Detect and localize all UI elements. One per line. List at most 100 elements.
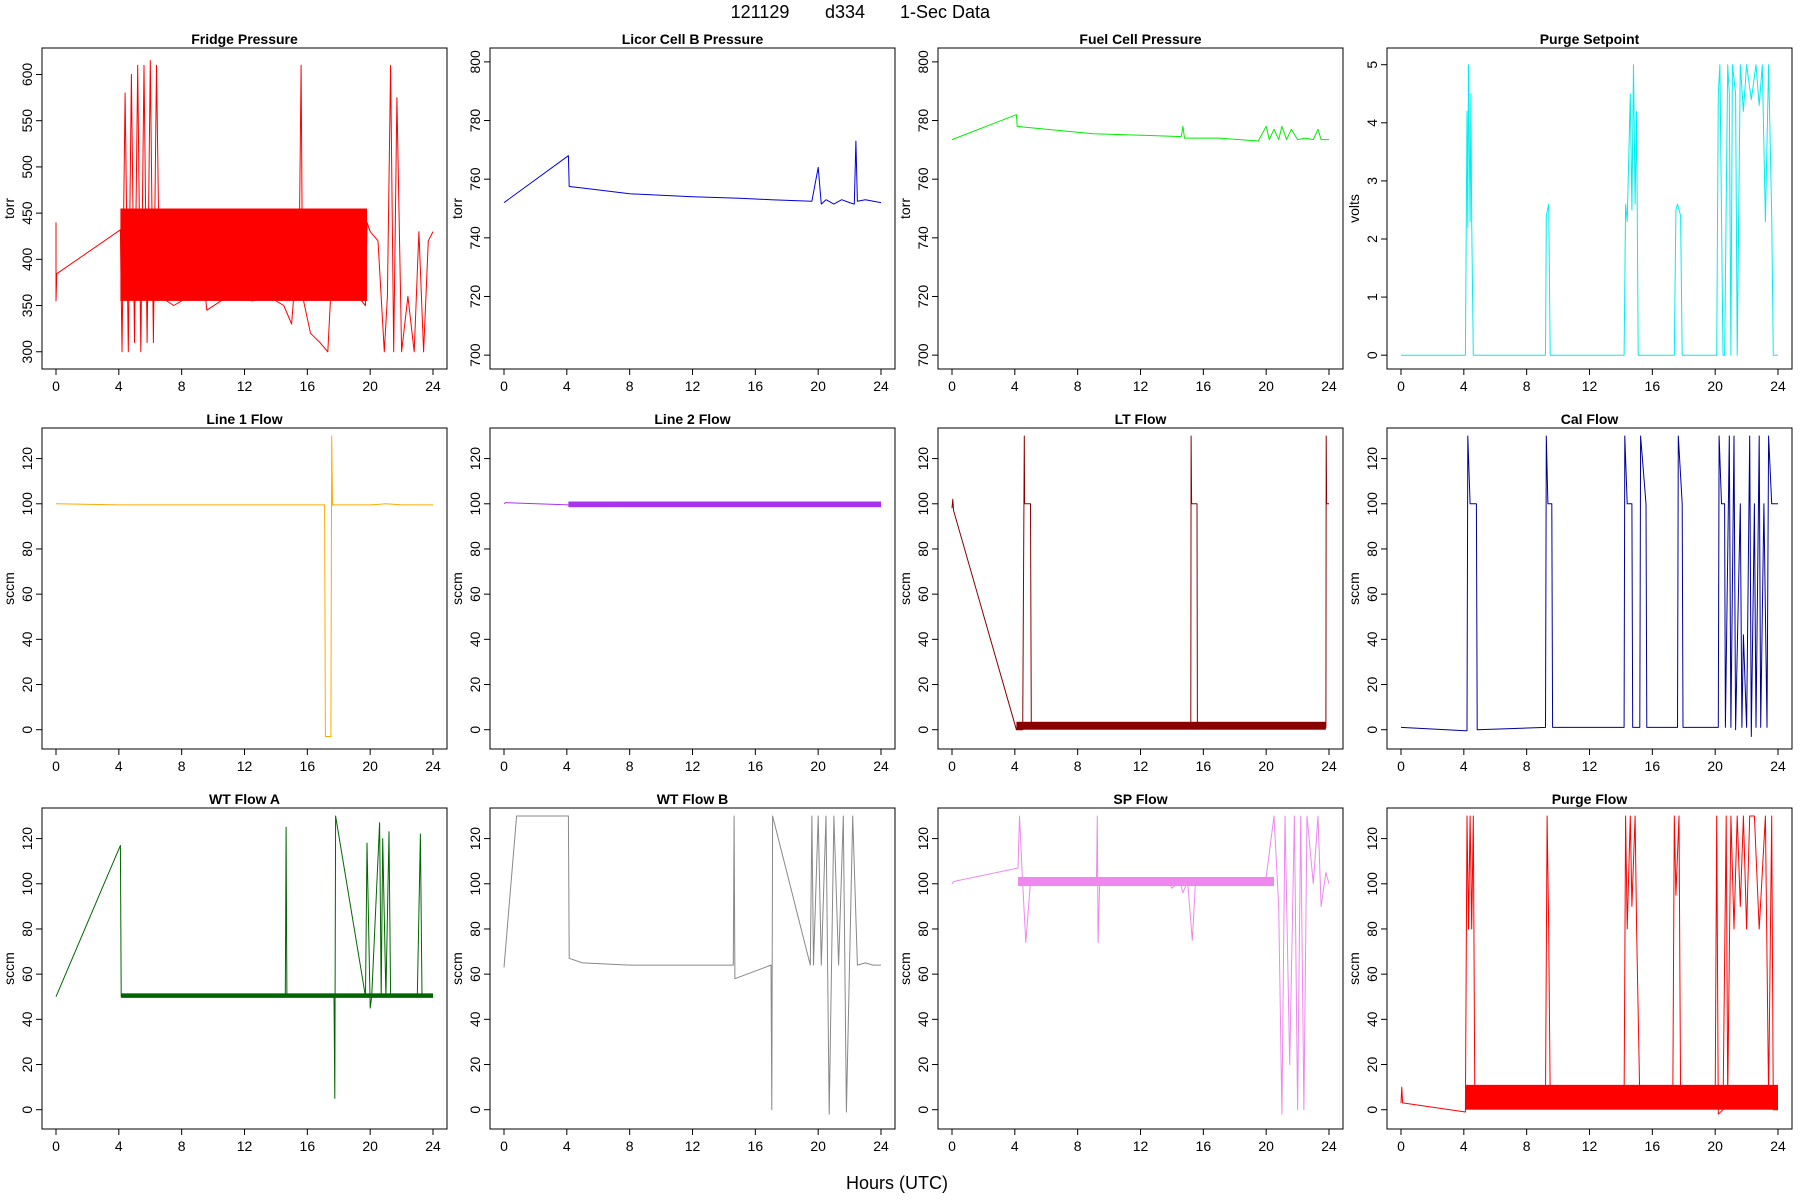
licor-cell-b-pressure-ytick-label-760: 760	[467, 167, 483, 191]
cal-flow-ytick-label-60: 60	[1364, 586, 1380, 602]
line-2-flow-xtick-label-24: 24	[873, 758, 889, 774]
licor-cell-b-pressure-axis-box	[489, 47, 896, 370]
sp-flow-series-line	[951, 815, 1330, 1115]
sp-flow-xtick-label-24: 24	[1321, 1138, 1337, 1154]
lt-flow-ylabel: sccm	[897, 572, 913, 605]
fridge-pressure-ytick-label-400: 400	[19, 247, 35, 271]
sp-flow-ytick-label-100: 100	[915, 872, 931, 896]
purge-setpoint-ytick-label-5: 5	[1364, 61, 1380, 69]
fuel-cell-pressure-data	[951, 114, 1329, 142]
wt-flow-a-ytick-label-60: 60	[19, 966, 35, 982]
fuel-cell-pressure-ytick-label-740: 740	[915, 226, 931, 250]
fuel-cell-pressure-axis-box	[937, 47, 1344, 370]
cal-flow-title: Cal Flow	[1561, 411, 1619, 427]
purge-setpoint-data	[1401, 64, 1778, 356]
purge-setpoint-series-line	[1401, 64, 1778, 356]
purge-setpoint-ylabel: volts	[1346, 194, 1362, 223]
line-2-flow-ytick-label-60: 60	[467, 586, 483, 602]
lt-flow-data	[951, 435, 1329, 731]
cal-flow-ytick-label-40: 40	[1364, 631, 1380, 647]
cal-flow-ytick-label-20: 20	[1364, 677, 1380, 693]
cal-flow-xtick-label-16: 16	[1645, 758, 1661, 774]
line-1-flow-ytick-label-40: 40	[19, 631, 35, 647]
fuel-cell-pressure-series-line	[951, 114, 1329, 142]
panel-cal-flow: Cal Flow sccm 0 4 8 12 16 20 24 0 20 40 60 80 100 120	[1346, 411, 1793, 774]
purge-setpoint-xtick-label-20: 20	[1707, 378, 1723, 394]
purge-flow-axis-box	[1386, 807, 1793, 1130]
cal-flow-xtick-label-4: 4	[1460, 758, 1468, 774]
line-2-flow-xtick-label-8: 8	[626, 758, 634, 774]
fridge-pressure-title: Fridge Pressure	[191, 31, 298, 47]
licor-cell-b-pressure-ytick-label-780: 780	[467, 109, 483, 133]
wt-flow-b-axis-box	[489, 807, 896, 1130]
fridge-pressure-xtick-label-0: 0	[52, 378, 60, 394]
line-1-flow-ytick-label-100: 100	[19, 492, 35, 516]
fridge-pressure-data	[55, 60, 434, 353]
wt-flow-a-ytick-label-20: 20	[19, 1057, 35, 1073]
wt-flow-a-xtick-label-8: 8	[178, 1138, 186, 1154]
line-2-flow-ylabel: sccm	[449, 572, 465, 605]
line-1-flow-data	[55, 435, 433, 737]
sp-flow-ytick-label-40: 40	[915, 1011, 931, 1027]
panel-fuel-cell-pressure: Fuel Cell Pressure torr 0 4 8 12 16 20 24 700 720 7…	[897, 31, 1344, 394]
wt-flow-b-ytick-label-120: 120	[467, 827, 483, 851]
fuel-cell-pressure-title: Fuel Cell Pressure	[1079, 31, 1201, 47]
purge-setpoint-ytick-label-3: 3	[1364, 177, 1380, 185]
purge-setpoint-ytick-label-1: 1	[1364, 293, 1380, 301]
panel-wt-flow-b: WT Flow B sccm 0 4 8 12 16 20 24 0 20 40 60 80 100 120	[449, 791, 896, 1154]
fridge-pressure-dense-band	[120, 208, 368, 301]
licor-cell-b-pressure-xtick-label-20: 20	[810, 378, 826, 394]
line-1-flow-ytick-label-120: 120	[19, 447, 35, 471]
line-1-flow-ytick-label-0: 0	[19, 726, 35, 734]
fridge-pressure-ytick-label-550: 550	[19, 109, 35, 133]
purge-setpoint-ytick-label-0: 0	[1364, 351, 1380, 359]
licor-cell-b-pressure-xtick-label-8: 8	[626, 378, 634, 394]
figure-xlabel: Hours (UTC)	[846, 1173, 948, 1193]
purge-flow-xtick-label-24: 24	[1770, 1138, 1786, 1154]
cal-flow-xtick-label-24: 24	[1770, 758, 1786, 774]
wt-flow-b-ytick-label-40: 40	[467, 1011, 483, 1027]
purge-flow-xtick-label-0: 0	[1397, 1138, 1405, 1154]
lt-flow-axis-box	[937, 427, 1344, 750]
purge-flow-series-line	[1400, 815, 1778, 1115]
line-2-flow-series-line	[503, 502, 881, 506]
figure-title-label: 1-Sec Data	[900, 2, 991, 22]
purge-flow-dense-band	[1465, 1084, 1778, 1110]
panel-sp-flow: SP Flow sccm 0 4 8 12 16 20 24 0 20 40 60 80 100 120	[897, 791, 1344, 1154]
licor-cell-b-pressure-data	[503, 140, 882, 205]
wt-flow-a-ytick-label-80: 80	[19, 921, 35, 937]
line-1-flow-xtick-label-8: 8	[178, 758, 186, 774]
cal-flow-xtick-label-20: 20	[1707, 758, 1723, 774]
fridge-pressure-xtick-label-16: 16	[300, 378, 316, 394]
panel-wt-flow-a: WT Flow A sccm 0 4 8 12 16 20 24 0 20 40 60 80 100 120	[1, 791, 448, 1154]
wt-flow-a-xtick-label-0: 0	[52, 1138, 60, 1154]
figure-title-date: 121129	[731, 2, 790, 22]
fridge-pressure-series-line	[55, 60, 434, 353]
lt-flow-ytick-label-120: 120	[915, 447, 931, 471]
fridge-pressure-ylabel: torr	[1, 198, 17, 219]
wt-flow-a-xtick-label-20: 20	[362, 1138, 378, 1154]
licor-cell-b-pressure-ylabel: torr	[449, 198, 465, 219]
line-2-flow-ytick-label-100: 100	[467, 492, 483, 516]
fuel-cell-pressure-xtick-label-24: 24	[1321, 378, 1337, 394]
licor-cell-b-pressure-xtick-label-0: 0	[500, 378, 508, 394]
line-1-flow-xtick-label-0: 0	[52, 758, 60, 774]
purge-flow-data	[1400, 815, 1778, 1115]
licor-cell-b-pressure-xtick-label-12: 12	[685, 378, 701, 394]
fridge-pressure-xtick-label-20: 20	[362, 378, 378, 394]
wt-flow-a-xtick-label-4: 4	[115, 1138, 123, 1154]
panel-lt-flow: LT Flow sccm 0 4 8 12 16 20 24 0 20 40 60 80 100 120	[897, 411, 1344, 774]
lt-flow-ytick-label-20: 20	[915, 677, 931, 693]
wt-flow-b-xtick-label-4: 4	[563, 1138, 571, 1154]
purge-flow-ytick-label-100: 100	[1364, 872, 1380, 896]
licor-cell-b-pressure-xtick-label-24: 24	[873, 378, 889, 394]
fridge-pressure-ytick-label-350: 350	[19, 294, 35, 318]
purge-setpoint-xtick-label-4: 4	[1460, 378, 1468, 394]
cal-flow-ytick-label-0: 0	[1364, 726, 1380, 734]
purge-flow-ytick-label-20: 20	[1364, 1057, 1380, 1073]
wt-flow-b-ylabel: sccm	[449, 952, 465, 985]
lt-flow-title: LT Flow	[1115, 411, 1167, 427]
purge-flow-xtick-label-4: 4	[1460, 1138, 1468, 1154]
